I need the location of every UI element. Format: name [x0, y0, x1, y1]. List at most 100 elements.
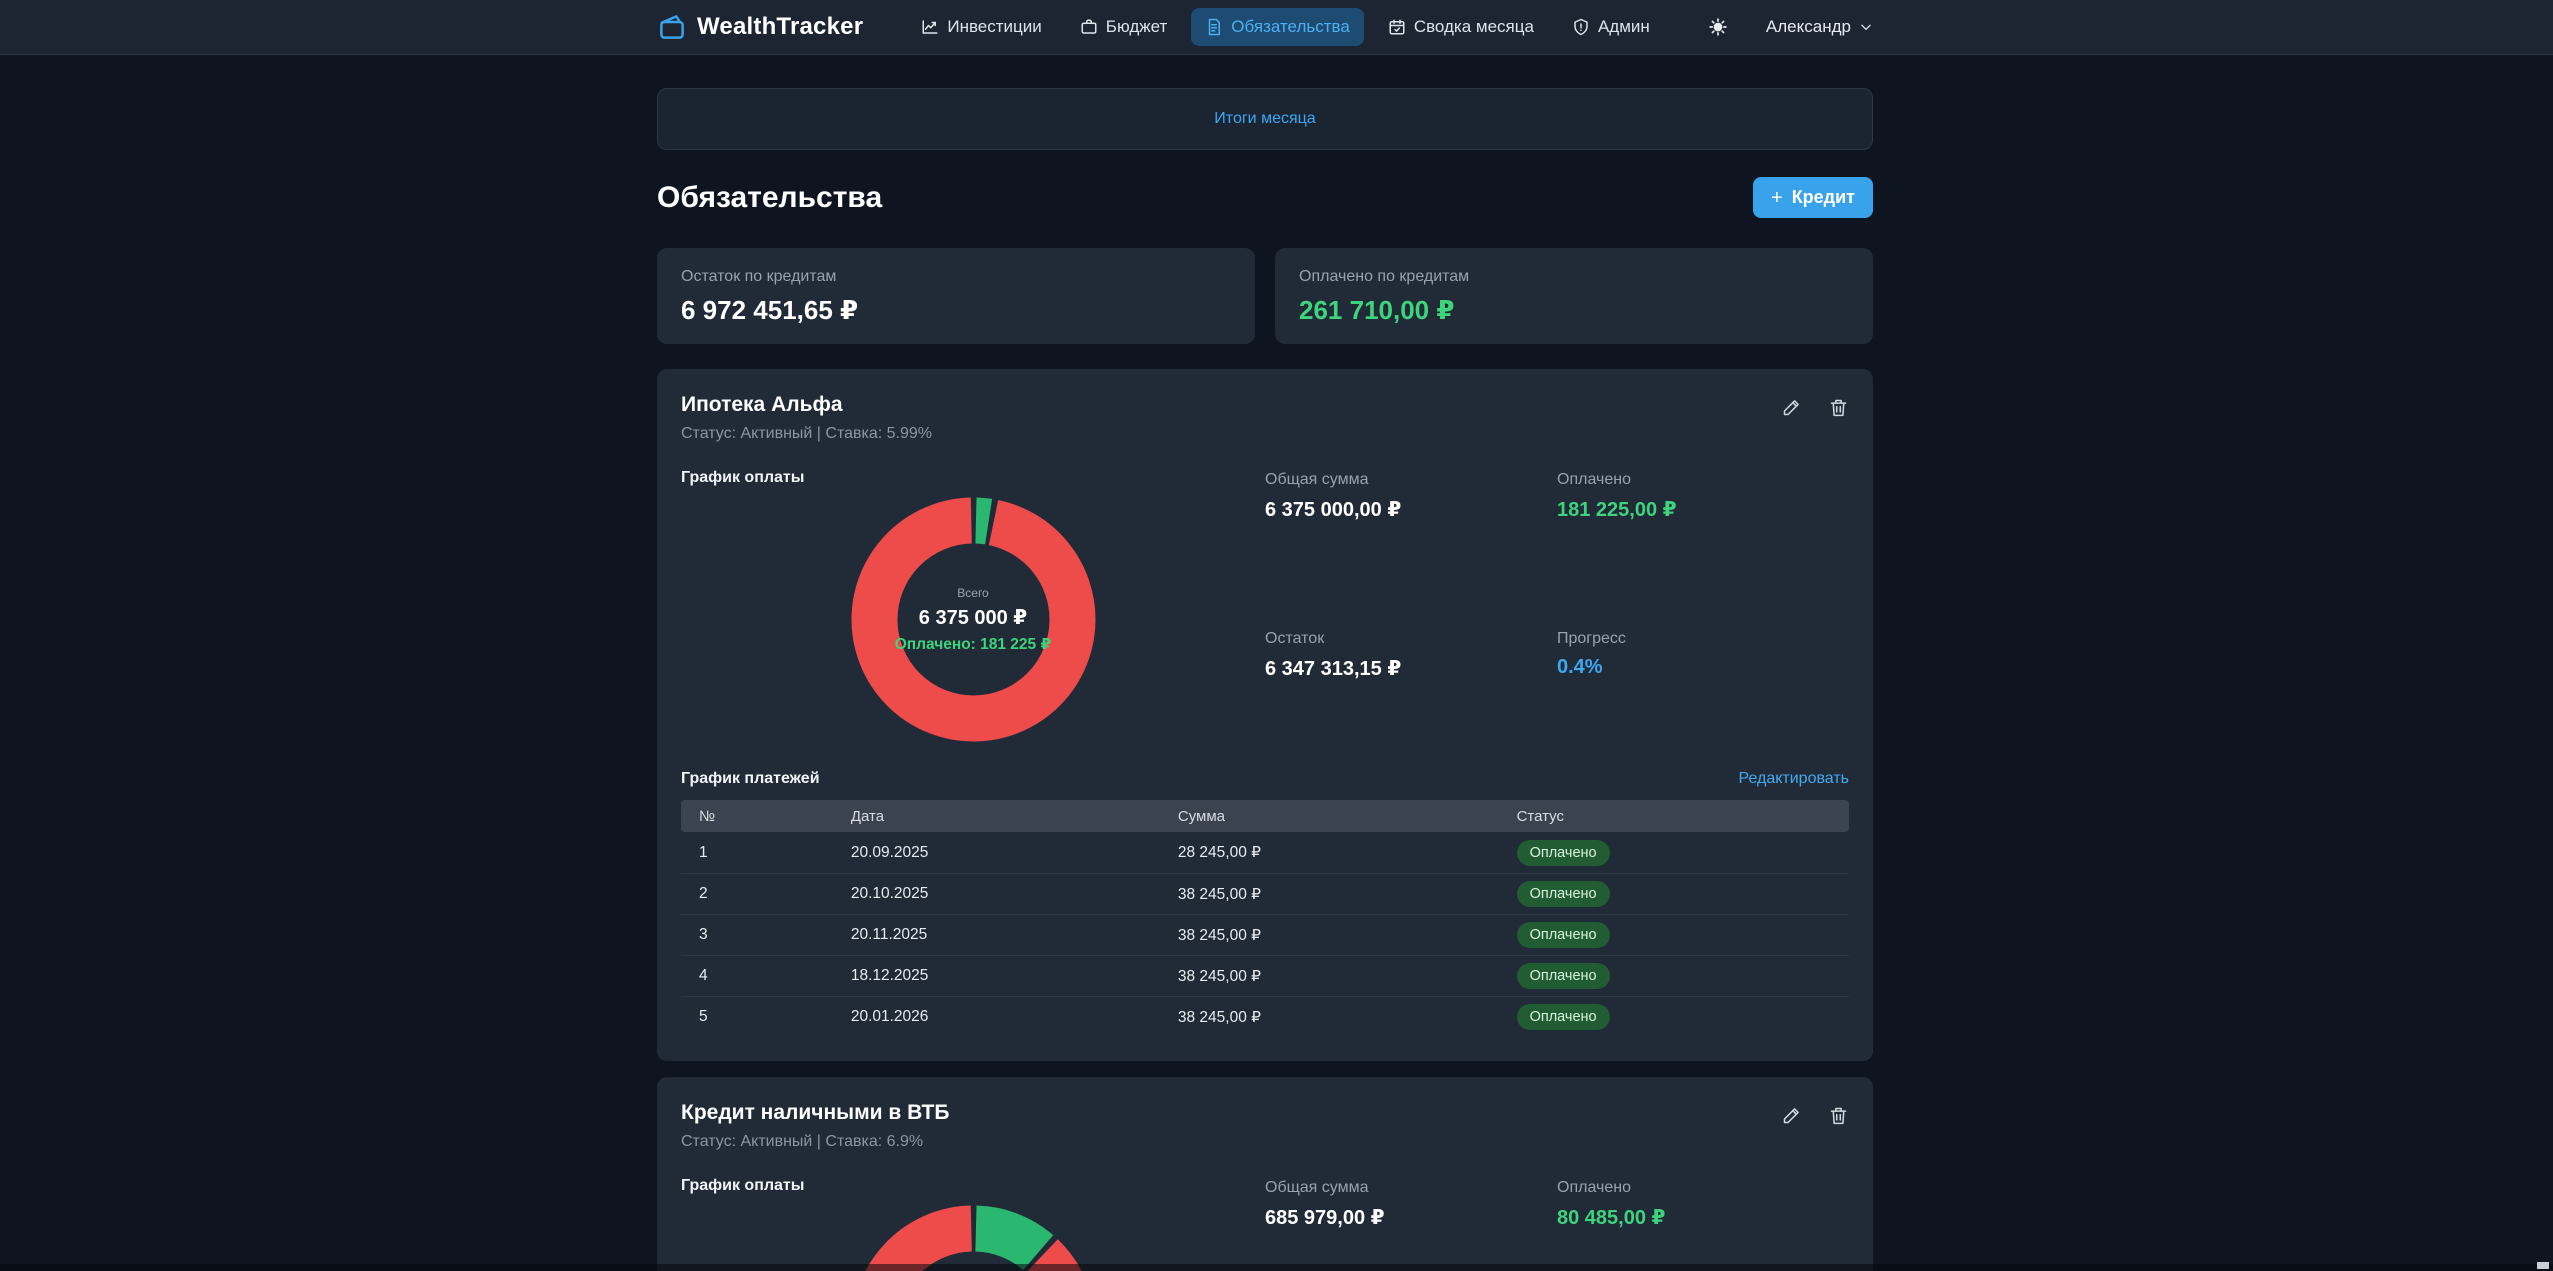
delete-loan-button[interactable] [1828, 1105, 1849, 1126]
column-header: Сумма [1177, 807, 1225, 825]
nav-item-label: Админ [1597, 17, 1650, 36]
page-title: Обязательства [657, 180, 883, 214]
stat-total: Общая сумма 6 375 000,00 ₽ [1265, 471, 1557, 522]
loan-card-vtb: Кредит наличными в ВТБ Статус: Активный … [657, 1077, 1873, 1271]
status-badge: Оплачено [1516, 881, 1610, 907]
loan-subtitle: Статус: Активный | Ставка: 5.99% [681, 425, 933, 442]
payment-donut-chart [851, 497, 1096, 742]
payment-donut-chart [851, 1205, 1096, 1271]
payment-schedule-table: № Дата Сумма Статус 1 20.09.2025 28 245,… [681, 800, 1849, 1037]
nav-item-label: Бюджет [1105, 17, 1168, 36]
payment-chart-label: График оплаты [681, 1177, 805, 1194]
main-content: Итоги месяца Обязательства + Кредит Оста… [657, 88, 1873, 1271]
brand[interactable]: WealthTracker [657, 12, 863, 42]
cell-amount: 28 245,00 ₽ [1177, 844, 1261, 861]
summary-row: Остаток по кредитам 6 972 451,65 ₽ Оплач… [657, 248, 1873, 344]
briefcase-icon [1080, 18, 1098, 36]
scrollbar-corner [2537, 1262, 2549, 1269]
month-summary-banner-label: Итоги месяца [1214, 110, 1316, 127]
loan-actions [1781, 1101, 1849, 1126]
chevron-down-icon [1859, 20, 1873, 34]
stat-progress: Прогресс 0.4% [1557, 630, 1849, 681]
trash-icon [1828, 397, 1849, 418]
cell-date: 18.12.2025 [850, 967, 929, 984]
stat-label: Остаток [1265, 630, 1325, 647]
stat-value: 6 347 313,15 ₽ [1265, 658, 1402, 680]
calendar-check-icon [1388, 18, 1406, 36]
stat-label: Общая сумма [1265, 1179, 1369, 1196]
table-row: 3 20.11.2025 38 245,00 ₽ Оплачено [681, 914, 1849, 955]
summary-card-remaining: Остаток по кредитам 6 972 451,65 ₽ [657, 248, 1255, 344]
wallet-logo-icon [657, 12, 687, 42]
stat-label: Оплачено [1557, 471, 1631, 488]
plus-icon: + [1771, 186, 1783, 209]
summary-value: 261 710,00 ₽ [1299, 295, 1455, 325]
summary-card-paid: Оплачено по кредитам 261 710,00 ₽ [1275, 248, 1873, 344]
cell-date: 20.09.2025 [850, 843, 929, 861]
stat-value: 685 979,00 ₽ [1265, 1207, 1385, 1229]
stat-remaining: Остаток 6 347 313,15 ₽ [1265, 630, 1557, 681]
cell-amount: 38 245,00 ₽ [1177, 1008, 1261, 1026]
user-name: Александр [1765, 17, 1851, 36]
loan-title: Ипотека Альфа [681, 393, 843, 416]
column-header: № [699, 807, 716, 825]
trash-icon [1828, 1105, 1849, 1126]
loan-card-mortgage: Ипотека Альфа Статус: Активный | Ставка:… [657, 369, 1873, 1061]
stat-value: 80 485,00 ₽ [1557, 1207, 1666, 1229]
nav-item-month-summary[interactable]: Сводка месяца [1374, 8, 1548, 46]
cell-number: 3 [699, 926, 708, 943]
shield-icon [1572, 18, 1590, 36]
navbar: WealthTracker Инвестиции Бюджет Обязател… [0, 0, 2553, 55]
pencil-icon [1781, 397, 1802, 418]
table-row: 5 20.01.2026 38 245,00 ₽ Оплачено [681, 996, 1849, 1037]
loan-stats: Общая сумма 6 375 000,00 ₽ Оплачено 181 … [1265, 469, 1849, 742]
add-credit-button[interactable]: + Кредит [1753, 177, 1873, 218]
main-nav: Инвестиции Бюджет Обязательства Сводка м… [907, 8, 1663, 46]
cell-number: 5 [699, 1008, 708, 1025]
edit-loan-button[interactable] [1781, 397, 1802, 418]
table-row: 4 18.12.2025 38 245,00 ₽ Оплачено [681, 955, 1849, 996]
cell-number: 4 [699, 967, 708, 984]
pencil-icon [1781, 1105, 1802, 1126]
cell-amount: 38 245,00 ₽ [1177, 885, 1261, 903]
schedule-title: График платежей [681, 770, 820, 787]
cell-number: 1 [699, 843, 708, 861]
table-row: 2 20.10.2025 38 245,00 ₽ Оплачено [681, 873, 1849, 914]
cell-amount: 38 245,00 ₽ [1177, 926, 1261, 944]
loan-stats: Общая сумма 685 979,00 ₽ Оплачено 80 485… [1265, 1177, 1849, 1271]
document-icon [1205, 18, 1223, 36]
nav-item-admin[interactable]: Админ [1558, 8, 1664, 46]
summary-label: Остаток по кредитам [681, 268, 837, 285]
title-row: Обязательства + Кредит [657, 177, 1873, 218]
cell-date: 20.11.2025 [850, 926, 928, 943]
status-badge: Оплачено [1516, 1004, 1610, 1030]
status-badge: Оплачено [1516, 963, 1610, 989]
cell-amount: 38 245,00 ₽ [1177, 967, 1261, 985]
theme-toggle-button[interactable] [1708, 17, 1728, 37]
stat-label: Оплачено [1557, 1179, 1631, 1196]
user-menu[interactable]: Александр [1766, 17, 1873, 37]
stat-paid: Оплачено 181 225,00 ₽ [1557, 471, 1849, 522]
loan-title: Кредит наличными в ВТБ [681, 1101, 950, 1124]
nav-item-label: Сводка месяца [1413, 17, 1534, 36]
stat-value: 0.4% [1557, 656, 1603, 678]
nav-item-budget[interactable]: Бюджет [1066, 8, 1182, 46]
stat-total: Общая сумма 685 979,00 ₽ [1265, 1179, 1557, 1230]
cell-number: 2 [699, 885, 708, 902]
chart-line-icon [921, 18, 939, 36]
table-header-row: № Дата Сумма Статус [681, 800, 1849, 832]
delete-loan-button[interactable] [1828, 397, 1849, 418]
summary-label: Оплачено по кредитам [1299, 268, 1470, 285]
schedule-edit-link[interactable]: Редактировать [1738, 770, 1849, 787]
cell-date: 20.01.2026 [850, 1008, 929, 1025]
month-summary-banner[interactable]: Итоги месяца [657, 88, 1873, 150]
column-header: Дата [850, 807, 885, 825]
nav-item-liabilities[interactable]: Обязательства [1191, 8, 1364, 46]
edit-loan-button[interactable] [1781, 1105, 1802, 1126]
nav-item-label: Обязательства [1231, 17, 1350, 36]
cell-date: 20.10.2025 [850, 885, 929, 902]
nav-item-investments[interactable]: Инвестиции [907, 8, 1055, 46]
nav-item-label: Инвестиции [947, 17, 1042, 36]
window-bottom-edge [0, 1262, 2553, 1271]
loan-subtitle: Статус: Активный | Ставка: 6.9% [681, 1133, 924, 1150]
